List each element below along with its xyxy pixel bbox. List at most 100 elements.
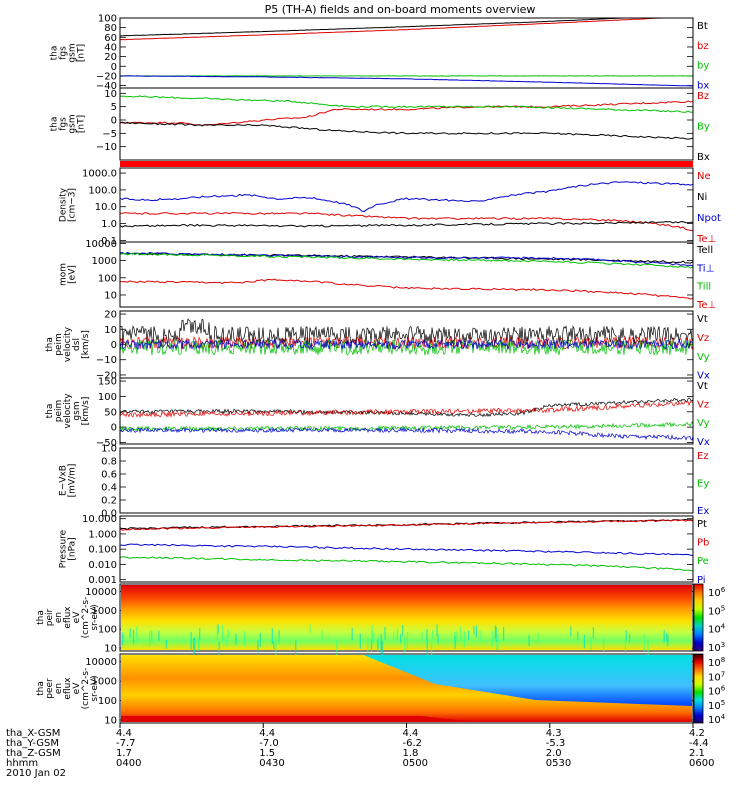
- ion-speckle: [537, 632, 539, 644]
- ion-speckle: [404, 636, 406, 653]
- footer-cell: -7.0: [259, 738, 279, 749]
- panel-3-ylabel: Density: [59, 187, 69, 222]
- panel-3-ylabel: [cm−3]: [68, 188, 78, 222]
- legend-vz: Vz: [697, 333, 709, 344]
- ion-speckle: [380, 633, 382, 651]
- panel-10-ylabel: peer: [45, 678, 55, 699]
- panel-10-ylabel: tha: [36, 681, 46, 696]
- colorbar-2-tick: 106: [708, 685, 726, 698]
- ytick-label: 10: [104, 290, 117, 301]
- ion-speckle: [432, 629, 434, 640]
- ion-speckle: [278, 634, 280, 644]
- ytick-label: 0.1: [101, 236, 117, 247]
- ion-speckle: [129, 628, 131, 638]
- colorbar-1-tick: 104: [708, 623, 726, 636]
- series-line-pi: [119, 543, 694, 556]
- ytick-label: 0.2: [101, 496, 117, 507]
- legend-by: by: [697, 61, 709, 72]
- ytick-label: 5: [111, 102, 117, 113]
- ion-speckle: [371, 625, 373, 644]
- panel-6-ylabel: velocity: [63, 393, 73, 429]
- colorbar-2: [693, 653, 704, 724]
- panel-2-ylabel: gsm: [68, 114, 78, 133]
- panel-9-ylabel: eflux: [63, 606, 73, 629]
- ion-speckle: [336, 640, 338, 657]
- panel-1-ylabel: gsm: [68, 43, 78, 62]
- ytick-label: −20: [96, 71, 117, 82]
- series-line-bx: [119, 75, 694, 87]
- footer-cell: 4.4: [116, 728, 132, 739]
- panel-8: Pressure [nPa] 10.000 1.000 0.100 0.010 0.001 P…: [59, 514, 710, 586]
- ion-speckle: [226, 635, 228, 647]
- ion-speckle: [135, 626, 138, 642]
- ion-speckle: [663, 629, 665, 643]
- ytick-label: 10000: [85, 657, 117, 668]
- ion-speckle: [495, 626, 497, 642]
- ion-speckle: [467, 630, 470, 640]
- panel-10-ylabel: (cm^2-s-: [81, 668, 91, 710]
- series-line-bt: [120, 17, 693, 37]
- footer-row-label: 2010 Jan 02: [6, 768, 66, 779]
- panel-frame: [119, 447, 694, 514]
- ion-spectrogram: [121, 585, 692, 650]
- ytick-label: 0: [111, 62, 117, 73]
- series-line-ne: [119, 212, 694, 232]
- footer-cell: 1.7: [116, 748, 132, 759]
- series-line-vy: [119, 421, 694, 433]
- series-line-till: [119, 252, 694, 269]
- legend-tell: Tell: [696, 245, 713, 256]
- legend-till: Till: [696, 282, 711, 293]
- footer-cell: 1.5: [259, 748, 275, 759]
- series-line-bx: [119, 121, 694, 140]
- ion-speckle: [370, 639, 373, 652]
- ion-speckle: [321, 630, 323, 640]
- footer-cell: -7.7: [116, 738, 136, 749]
- legend-vz: Vz: [697, 400, 709, 411]
- ion-speckle: [479, 630, 481, 642]
- panel-8-ylabel: [nPa]: [68, 537, 78, 560]
- legend-vt: Vt: [697, 314, 708, 325]
- ion-speckle: [528, 635, 530, 647]
- footer-cell: 2.0: [546, 748, 562, 759]
- ion-speckle: [402, 624, 404, 636]
- ytick-label: 10000: [85, 239, 117, 250]
- colorbar-2-tick: 108: [708, 656, 725, 669]
- ion-speckle: [577, 631, 579, 641]
- ion-speckle: [491, 631, 494, 647]
- series-line-te: [119, 278, 694, 300]
- legend-bz: Bz: [697, 91, 709, 102]
- series-line-bz: [119, 17, 693, 41]
- ion-speckle: [503, 626, 505, 641]
- ion-speckle: [400, 634, 402, 644]
- panel-5-ylabel: dsl: [72, 338, 82, 351]
- colorbar-2-tick: 104: [708, 713, 726, 726]
- panel-5-ylabel: velocity: [63, 326, 73, 362]
- ion-speckle: [384, 626, 386, 640]
- ion-speckle: [603, 637, 605, 652]
- ytick-label: −10: [96, 355, 117, 366]
- ion-speckle: [359, 633, 361, 649]
- legend-vy: Vy: [697, 418, 710, 429]
- ion-speckle: [217, 624, 219, 634]
- panel-frame: [119, 583, 694, 652]
- panel-10-ylabel: eflux: [63, 677, 73, 700]
- footer-cell: 0600: [689, 758, 714, 769]
- footer-cell: -5.3: [546, 738, 566, 749]
- spectrogram-layer: [121, 585, 692, 722]
- legend-te: Te⊥: [696, 234, 716, 245]
- ion-speckle: [406, 631, 408, 649]
- ion-speckle: [666, 633, 668, 642]
- ion-speckle: [150, 630, 153, 642]
- ion-speckle: [373, 633, 375, 642]
- ytick-label: 150: [98, 377, 117, 388]
- ion-speckle: [309, 624, 311, 634]
- ytick-label: −5: [102, 129, 117, 140]
- panel-6-ylabel: [km/s]: [81, 397, 91, 426]
- legend-vt: Vt: [697, 381, 708, 392]
- ytick-label: 100.0: [88, 185, 117, 196]
- panel-1-ylabel: fgs: [59, 46, 69, 60]
- panel-frame: [119, 17, 694, 89]
- footer-row-label: tha_Z-GSM: [6, 748, 61, 759]
- legend-vx: Vx: [697, 437, 710, 448]
